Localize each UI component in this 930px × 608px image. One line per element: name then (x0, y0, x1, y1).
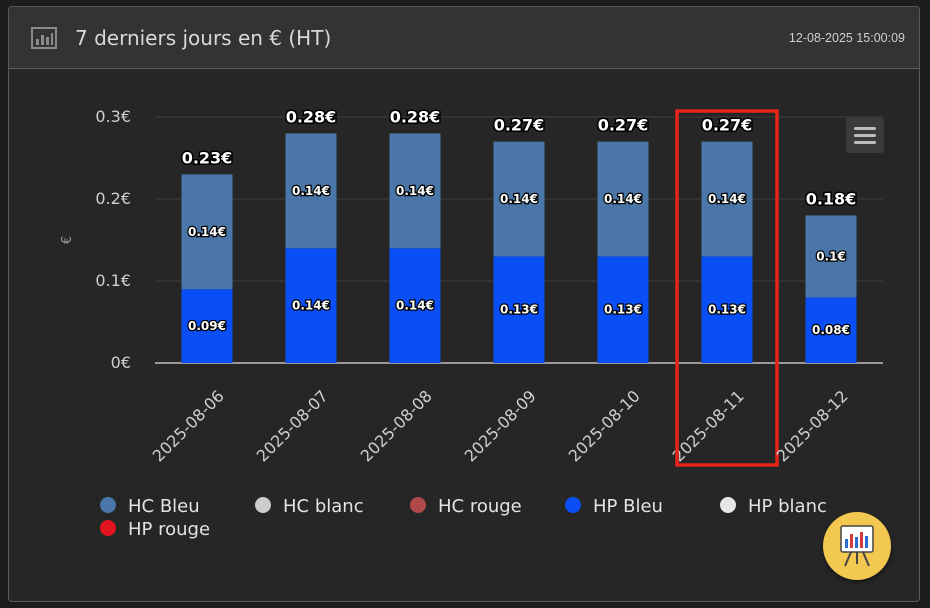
y-tick-label: 0.1€ (95, 271, 131, 290)
stacked-bar-chart: 0€ 0.1€ 0.2€ 0.3€ €0.09€ 0.14€ 0.23€ 2025-08-06… (60, 106, 883, 540)
y-axis-title: € (60, 236, 75, 244)
bar-segment (805, 215, 857, 298)
data-label: 0.13€ (500, 303, 538, 317)
bar-segment (181, 289, 233, 363)
legend-marker (100, 520, 116, 536)
bar-segment (285, 248, 337, 363)
total-label: 0.27€ (494, 116, 545, 135)
x-tick-label: 2025-08-10 (565, 386, 644, 465)
total-label: 0.27€ (598, 116, 649, 135)
data-label: 0.14€ (708, 192, 746, 206)
legend-item-label: HC Bleu (128, 496, 200, 517)
bar-segment (597, 256, 649, 363)
legend-item-label: HC rouge (438, 496, 522, 517)
chart-card: 7 derniers jours en € (HT) 12-08-2025 15… (8, 6, 920, 602)
bar-segment (285, 133, 337, 249)
data-label: 0.14€ (500, 192, 538, 206)
total-label: 0.18€ (806, 189, 857, 208)
data-label: 0.14€ (396, 184, 434, 198)
bar-segment (389, 248, 441, 363)
presentation-chart-icon (840, 525, 874, 567)
data-label: 0.09€ (188, 319, 226, 333)
data-label: 0.14€ (188, 225, 226, 239)
bar-segment (701, 256, 753, 363)
y-tick-label: 0.3€ (95, 107, 131, 126)
legend-marker (100, 497, 116, 513)
hamburger-menu-icon-line (854, 134, 876, 137)
presentation-button[interactable] (823, 512, 891, 580)
bar-segment (701, 141, 753, 257)
card-header: 7 derniers jours en € (HT) 12-08-2025 15… (9, 7, 919, 69)
legend-item-label: HC blanc (283, 496, 364, 517)
data-label: 0.14€ (292, 299, 330, 313)
hamburger-menu-icon (854, 127, 876, 130)
bar-segment (597, 141, 649, 257)
page-title: 7 derniers jours en € (HT) (75, 26, 332, 50)
bar-segment (181, 174, 233, 290)
data-label: 0.14€ (292, 184, 330, 198)
bar-chart-icon (31, 27, 57, 49)
hamburger-menu-icon-line (854, 141, 876, 144)
legend-marker (255, 497, 271, 513)
bar-segment (389, 133, 441, 249)
x-tick-label: 2025-08-11 (669, 386, 748, 465)
highlight-box (675, 109, 779, 467)
data-label: 0.14€ (604, 192, 642, 206)
total-label: 0.28€ (390, 107, 441, 126)
legend-marker (720, 497, 736, 513)
data-label: 0.13€ (604, 303, 642, 317)
bar-segment (805, 297, 857, 363)
x-tick-label: 2025-08-06 (149, 386, 228, 465)
legend-marker (410, 497, 426, 513)
total-label: 0.28€ (286, 107, 337, 126)
bar-segment (493, 256, 545, 363)
x-tick-label: 2025-08-09 (461, 386, 540, 465)
x-tick-label: 2025-08-08 (357, 386, 436, 465)
data-label: 0.08€ (812, 323, 850, 337)
x-tick-label: 2025-08-07 (253, 386, 332, 465)
legend-marker (565, 497, 581, 513)
data-label: 0.1€ (816, 249, 846, 263)
y-tick-label: 0.2€ (95, 189, 131, 208)
total-label: 0.23€ (182, 148, 233, 167)
legend-item-label: HP Bleu (593, 496, 663, 517)
last-updated-timestamp: 12-08-2025 15:00:09 (788, 31, 905, 45)
total-label: 0.27€ (702, 116, 753, 135)
legend-item-label: HP blanc (748, 496, 827, 517)
legend-item-label: HP rouge (128, 519, 210, 540)
y-tick-label: 0€ (111, 353, 131, 372)
bar-segment (493, 141, 545, 257)
data-label: 0.13€ (708, 303, 746, 317)
x-tick-label: 2025-08-12 (773, 386, 852, 465)
data-label: 0.14€ (396, 299, 434, 313)
chart-menu-button[interactable] (846, 117, 884, 153)
